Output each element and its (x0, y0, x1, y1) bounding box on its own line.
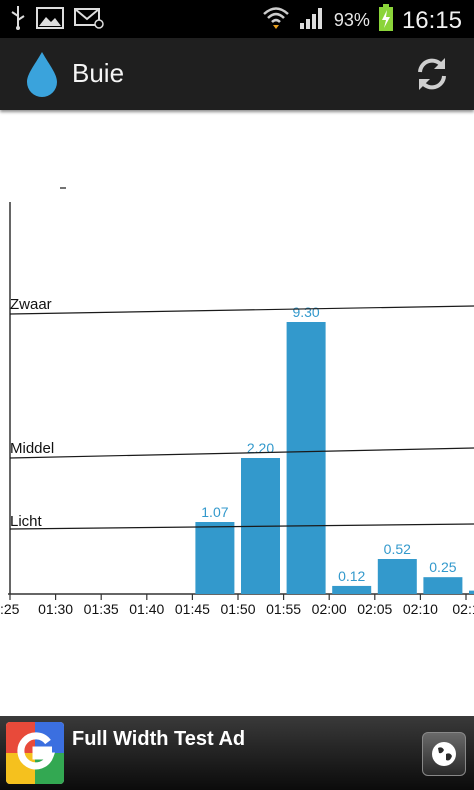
reference-line-zwaar (9, 305, 474, 315)
bar-0205 (377, 559, 417, 594)
status-notifications (10, 6, 104, 35)
x-tick-label: :25 (0, 601, 20, 617)
x-tick-label: 01:30 (38, 601, 73, 617)
signal-icon (298, 5, 326, 36)
bar-0155 (286, 322, 326, 594)
status-bar: 93% 16:15 (0, 0, 474, 38)
usb-icon (10, 6, 26, 35)
globe-icon[interactable] (422, 732, 466, 776)
ad-banner[interactable]: Full Width Test Ad (0, 716, 474, 790)
refresh-icon[interactable] (412, 54, 452, 94)
raindrop-icon[interactable] (24, 50, 60, 103)
reference-line-licht (9, 523, 474, 530)
x-tick-label: 02:1 (452, 601, 474, 617)
action-bar: Buie (0, 38, 474, 110)
bar-value-label: 0.12 (338, 568, 365, 584)
bar-0145 (195, 522, 235, 594)
x-tick-label: 02:10 (403, 601, 438, 617)
clock: 16:15 (401, 6, 462, 34)
google-logo-icon (6, 722, 64, 784)
bar-0210 (423, 577, 463, 594)
x-tick-label: 01:45 (175, 601, 210, 617)
x-tick-label: 01:55 (266, 601, 301, 617)
battery-charging-icon (378, 4, 394, 37)
status-system: 93% 16:15 (262, 4, 462, 37)
email-icon (74, 7, 104, 34)
battery-percent: 93% (333, 10, 370, 30)
picture-icon (36, 7, 64, 34)
x-tick-label: 02:00 (312, 601, 347, 617)
wifi-icon (262, 5, 290, 36)
reference-label-middel: Middel (10, 440, 54, 457)
bar-0200 (332, 585, 372, 594)
bar-0215 (469, 590, 474, 594)
reference-label-licht: Licht (10, 513, 43, 530)
bar-value-label: 2.20 (247, 440, 274, 456)
rain-chart: 1.072.209.300.120.520.250.( ZwaarMiddelL… (0, 187, 474, 617)
x-tick-label: 01:50 (220, 601, 255, 617)
ad-title: Full Width Test Ad (72, 728, 246, 750)
reference-line-middel (9, 447, 474, 459)
x-tick-label: 02:05 (357, 601, 392, 617)
bar-value-label: 9.30 (292, 304, 319, 320)
app-title: Buie (72, 58, 125, 88)
x-tick-label: 01:35 (84, 601, 119, 617)
bar-value-label: 1.07 (201, 504, 228, 520)
x-tick-label: 01:40 (129, 601, 164, 617)
bar-value-label: 0.25 (429, 559, 456, 575)
bar-value-label: 0.52 (384, 541, 411, 557)
reference-label-zwaar: Zwaar (10, 296, 52, 313)
